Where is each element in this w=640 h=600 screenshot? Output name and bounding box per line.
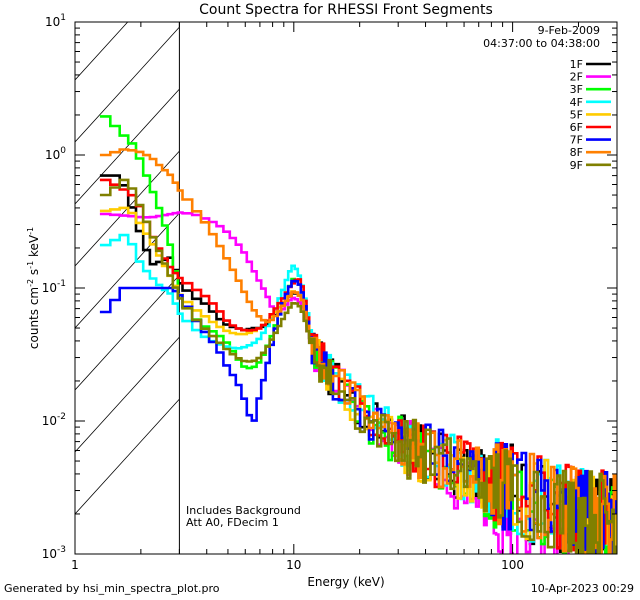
x-axis-label: Energy (keV) (307, 575, 384, 589)
x-tick-label-1: 10 (286, 558, 301, 572)
footer-timestamp: 10-Apr-2023 00:29 (530, 582, 634, 595)
y-axis-label-end: keV (27, 234, 41, 261)
series-line-8F (99, 148, 617, 554)
series-line-7F (99, 279, 617, 554)
annotation-background: Includes Background (186, 504, 301, 517)
hatch-line-0 (75, 398, 180, 515)
y-axis-label-base: counts cm (27, 287, 41, 349)
y-tick-labels: 10-3 10-2 10-1 100 101 (42, 13, 67, 561)
hatch-line-6 (75, 26, 180, 143)
y-axis-label-sup3: -1 (26, 227, 35, 235)
legend-label-5F: 5F (570, 108, 583, 121)
x-tick-labels: 1 10 100 (71, 558, 524, 572)
legend-label-9F: 9F (570, 159, 583, 172)
legend-label-7F: 7F (570, 134, 583, 147)
excluded-region-hatch (75, 0, 180, 515)
hatch-line-1 (75, 336, 180, 453)
hatch-line-7 (75, 22, 129, 81)
legend-label-4F: 4F (570, 96, 583, 109)
x-tick-label-0: 1 (71, 558, 79, 572)
y-tick-label-2: 10-1 (42, 279, 66, 295)
legend-label-8F: 8F (570, 146, 583, 159)
chart-title: Count Spectra for RHESSI Front Segments (199, 2, 493, 18)
time-range-label: 04:37:00 to 04:38:00 (483, 37, 600, 50)
legend-label-2F: 2F (570, 71, 583, 84)
date-label: 9-Feb-2009 (538, 24, 600, 37)
hatch-line-3 (75, 212, 180, 329)
series-line-9F (99, 178, 617, 554)
hatch-line-8 (75, 0, 179, 18)
legend-label-1F: 1F (570, 58, 583, 71)
hatch-line-2 (75, 274, 180, 391)
footer-generated-by: Generated by hsi_min_spectra_plot.pro (4, 582, 220, 595)
y-tick-label-3: 100 (45, 146, 66, 162)
axis-ticks (74, 21, 618, 555)
legend-label-6F: 6F (570, 121, 583, 134)
y-tick-label-0: 10-3 (42, 545, 66, 561)
y-axis-label-sup1: -2 (26, 279, 35, 287)
y-axis-label-mid: s (27, 269, 41, 279)
legend-label-3F: 3F (570, 83, 583, 96)
y-tick-label-1: 10-2 (42, 412, 66, 428)
y-axis-label-sup2: -1 (26, 261, 35, 269)
x-tick-label-2: 100 (501, 558, 524, 572)
hatch-line-5 (75, 88, 180, 205)
annotation-attenuator: Att A0, FDecim 1 (186, 516, 279, 529)
series-group (99, 115, 617, 554)
series-line-6F (99, 178, 617, 554)
y-axis-label: counts cm-2 s-1 keV-1 (26, 227, 41, 349)
series-line-1F (99, 174, 617, 554)
y-tick-label-4: 101 (45, 13, 66, 29)
